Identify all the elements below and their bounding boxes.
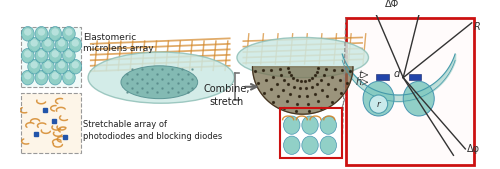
Ellipse shape xyxy=(22,70,34,85)
Ellipse shape xyxy=(35,49,48,63)
Ellipse shape xyxy=(65,72,72,79)
Ellipse shape xyxy=(38,50,45,58)
Text: d: d xyxy=(394,69,400,79)
Ellipse shape xyxy=(284,136,300,154)
Ellipse shape xyxy=(72,39,79,47)
Ellipse shape xyxy=(62,49,76,63)
Ellipse shape xyxy=(24,72,32,79)
Ellipse shape xyxy=(62,27,76,41)
Ellipse shape xyxy=(62,70,76,85)
Bar xyxy=(346,18,474,165)
Ellipse shape xyxy=(69,59,82,74)
Ellipse shape xyxy=(42,38,54,52)
Ellipse shape xyxy=(302,136,318,154)
Ellipse shape xyxy=(52,50,59,58)
Text: Stretchable array of
photodiodes and blocking diodes: Stretchable array of photodiodes and blo… xyxy=(84,120,222,141)
Ellipse shape xyxy=(35,27,48,41)
Ellipse shape xyxy=(22,49,34,63)
Ellipse shape xyxy=(38,72,45,79)
Ellipse shape xyxy=(52,28,59,36)
Ellipse shape xyxy=(363,81,394,116)
Ellipse shape xyxy=(44,61,52,68)
Ellipse shape xyxy=(302,116,318,134)
Ellipse shape xyxy=(44,39,52,47)
Text: t: t xyxy=(358,70,362,80)
Bar xyxy=(280,108,342,158)
Text: h: h xyxy=(356,77,362,87)
Ellipse shape xyxy=(49,70,62,85)
Ellipse shape xyxy=(55,38,68,52)
Ellipse shape xyxy=(320,136,336,154)
Ellipse shape xyxy=(52,72,59,79)
Ellipse shape xyxy=(58,39,65,47)
Ellipse shape xyxy=(35,70,48,85)
Ellipse shape xyxy=(22,27,34,41)
Polygon shape xyxy=(252,67,353,114)
Ellipse shape xyxy=(42,59,54,74)
Text: Elastomeric
microlens array: Elastomeric microlens array xyxy=(84,33,154,53)
Text: ΔΦ: ΔΦ xyxy=(385,0,400,9)
Ellipse shape xyxy=(237,38,368,78)
Ellipse shape xyxy=(28,38,40,52)
Text: r: r xyxy=(376,100,380,109)
Ellipse shape xyxy=(58,61,65,68)
Ellipse shape xyxy=(30,61,38,68)
Bar xyxy=(408,74,422,80)
Ellipse shape xyxy=(403,81,434,116)
Bar xyxy=(376,74,388,80)
Ellipse shape xyxy=(24,50,32,58)
Ellipse shape xyxy=(121,66,198,99)
Ellipse shape xyxy=(284,116,300,134)
Ellipse shape xyxy=(370,95,388,113)
Text: Δφ: Δφ xyxy=(467,144,480,154)
Ellipse shape xyxy=(38,28,45,36)
Ellipse shape xyxy=(72,61,79,68)
Ellipse shape xyxy=(49,49,62,63)
Ellipse shape xyxy=(65,50,72,58)
Bar xyxy=(22,93,80,153)
Bar xyxy=(22,27,80,87)
Ellipse shape xyxy=(88,52,234,103)
Text: Combine,
stretch: Combine, stretch xyxy=(204,84,250,107)
Ellipse shape xyxy=(49,27,62,41)
Ellipse shape xyxy=(65,28,72,36)
Ellipse shape xyxy=(30,39,38,47)
Ellipse shape xyxy=(55,59,68,74)
Ellipse shape xyxy=(69,38,82,52)
Ellipse shape xyxy=(28,59,40,74)
Text: R: R xyxy=(474,22,480,32)
Ellipse shape xyxy=(24,28,32,36)
Ellipse shape xyxy=(320,116,336,134)
